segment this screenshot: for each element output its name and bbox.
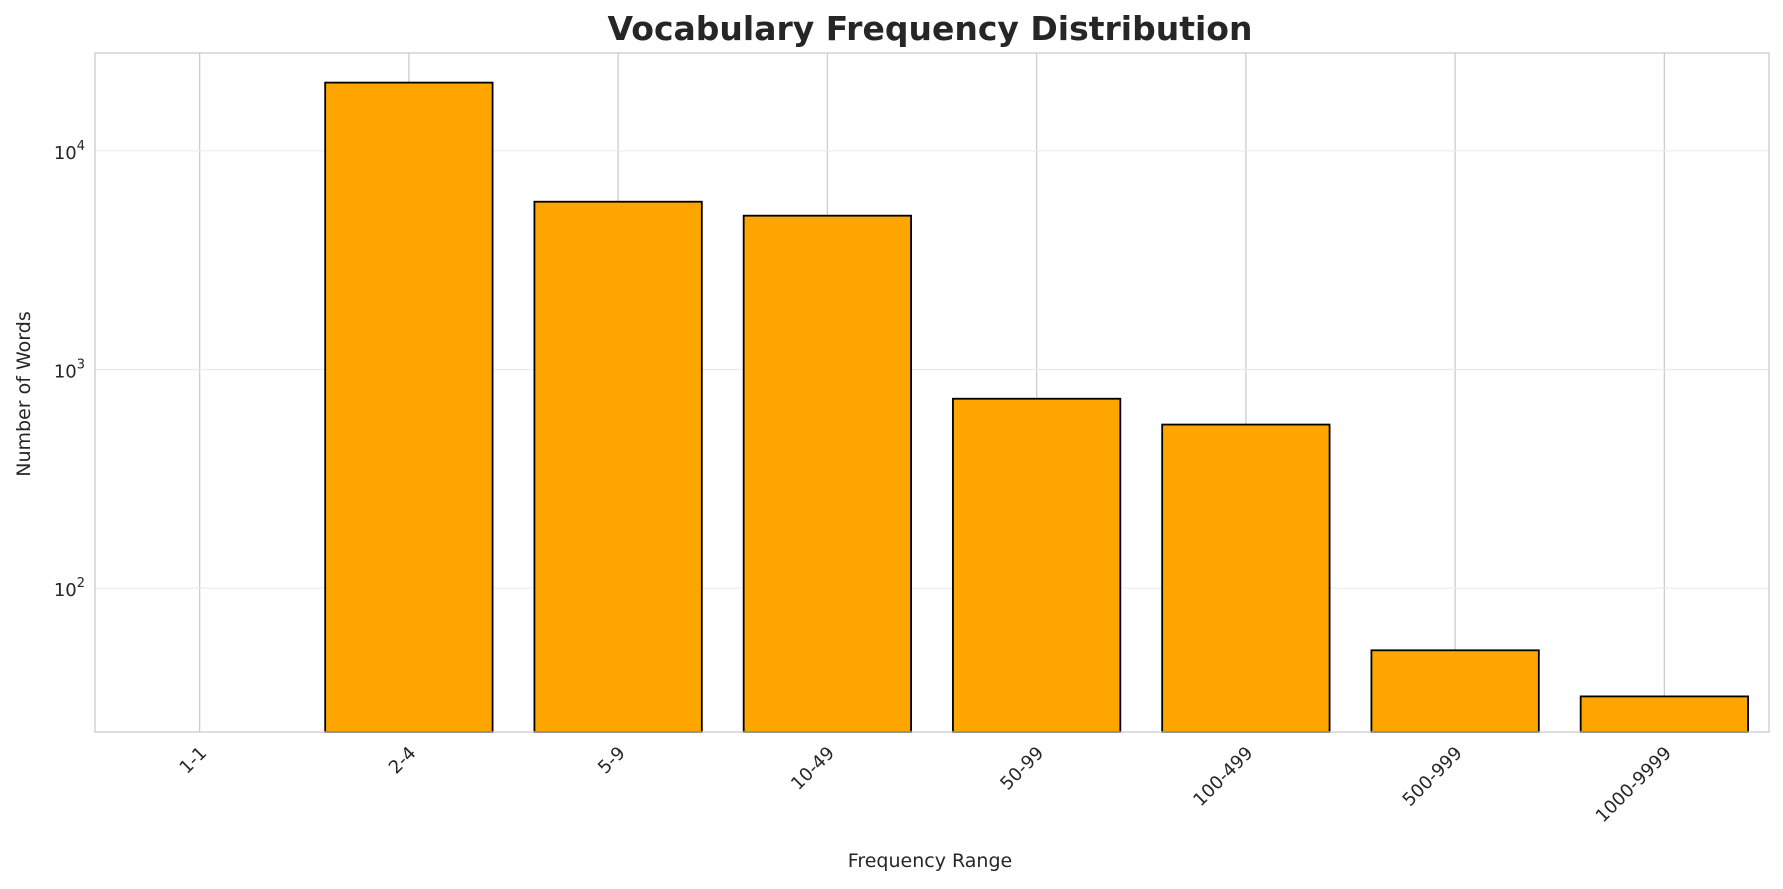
bar — [533, 200, 703, 733]
x-tick-label: 1000-9999 — [1592, 743, 1676, 827]
x-tick-label: 1-1 — [176, 743, 212, 779]
bar — [1161, 423, 1331, 733]
x-tick-label: 2-4 — [385, 743, 421, 779]
x-tick-label: 500-999 — [1399, 743, 1467, 811]
bar — [1579, 695, 1749, 733]
bar — [324, 81, 494, 733]
bar — [742, 214, 912, 733]
bar — [1370, 649, 1540, 733]
x-axis-label: Frequency Range — [848, 850, 1012, 872]
plot-frame — [94, 52, 1770, 733]
x-tick-label: 10-49 — [787, 743, 839, 795]
y-tick-label: 102 — [54, 576, 85, 601]
x-tick-label: 100-499 — [1189, 743, 1257, 811]
x-tick-label: 5-9 — [594, 743, 630, 779]
bar — [952, 397, 1122, 733]
y-axis-label: Number of Words — [13, 311, 35, 476]
chart-title: Vocabulary Frequency Distribution — [608, 9, 1253, 48]
y-tick-label: 104 — [54, 139, 85, 164]
x-tick-label: 50-99 — [996, 743, 1048, 795]
y-tick-label: 103 — [54, 357, 85, 382]
bars — [324, 81, 1749, 733]
